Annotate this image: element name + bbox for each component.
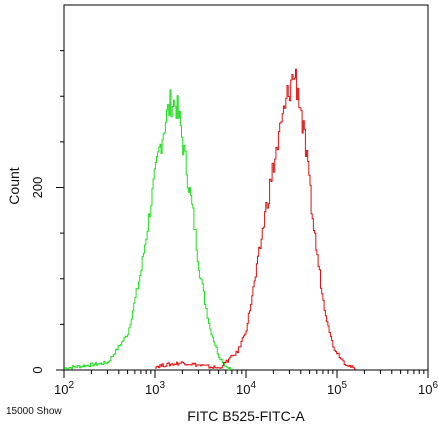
series-group (64, 68, 357, 371)
y-tick-label: 0 (30, 366, 45, 373)
footer-note: 15000 Show (6, 406, 62, 417)
x-axis: 102 103 104 105 106 (54, 370, 438, 397)
x-tick-label: 102 (54, 380, 74, 397)
y-axis-title: Count (6, 167, 22, 204)
x-tick-label: 105 (327, 380, 347, 397)
series-line-2 (155, 68, 357, 370)
plot-border (63, 4, 429, 371)
plot-frame (63, 4, 429, 371)
x-axis-title: FITC B525-FITC-A (187, 408, 305, 424)
x-tick-label: 103 (145, 380, 165, 397)
x-tick-label: 104 (236, 380, 256, 397)
series-line-1 (64, 89, 233, 371)
x-tick-label: 106 (418, 380, 438, 397)
y-tick-label: 200 (30, 177, 45, 199)
y-axis: 0 200 (30, 50, 64, 374)
